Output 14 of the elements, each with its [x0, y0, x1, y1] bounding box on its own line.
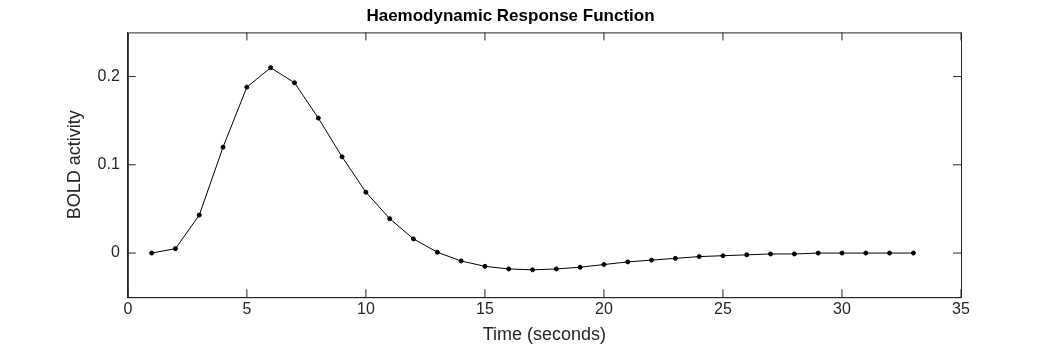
x-tick-label: 15 [476, 300, 494, 318]
x-tick-label: 5 [242, 300, 252, 318]
x-tick-label: 10 [356, 300, 375, 318]
x-tick-label: 35 [952, 300, 970, 318]
x-tick-label: 20 [595, 300, 613, 318]
chart-title: Haemodynamic Response Function [366, 5, 655, 25]
x-tick-label: 30 [833, 300, 851, 318]
x-axis-title: Time (seconds) [482, 324, 607, 345]
x-tick-label: 25 [714, 300, 732, 318]
y-axis-title: BOLD activity [63, 110, 84, 220]
y-tick-label: 0.1 [97, 155, 120, 173]
x-tick-label: 0 [123, 300, 133, 318]
y-tick-label: 0 [110, 243, 120, 261]
y-tick-label: 0.2 [97, 66, 120, 84]
